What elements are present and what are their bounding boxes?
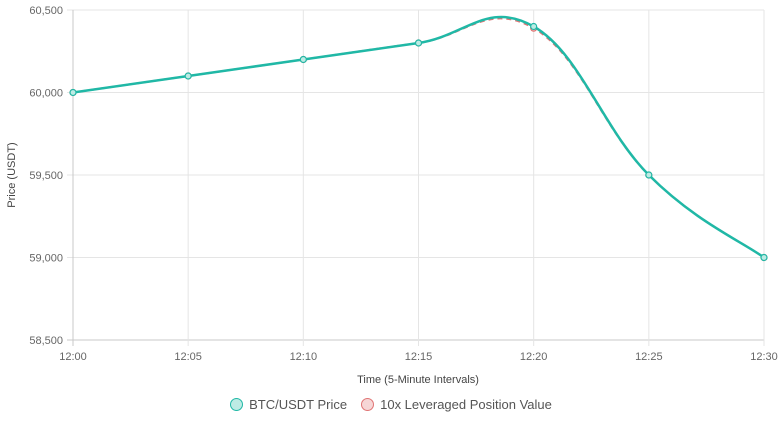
price-data-point: [760, 253, 768, 262]
legend-swatch-price: [230, 398, 244, 411]
legend-item-leveraged[interactable]: 10x Leveraged Position Value: [361, 397, 552, 412]
legend-item-price[interactable]: BTC/USDT Price: [230, 397, 347, 412]
grid-lines: [67, 9, 765, 346]
legend-swatch-leveraged: [361, 398, 375, 411]
price-data-point: [645, 171, 653, 179]
x-tick-label: 12:10: [290, 351, 318, 363]
price-data-point: [530, 22, 538, 31]
y-axis-title: Price (USDT): [6, 142, 18, 207]
y-tick-label: 58,500: [29, 335, 63, 347]
price-data-point: [69, 88, 77, 97]
y-tick-label: 59,000: [29, 253, 63, 265]
x-axis-title: Time (5-Minute Intervals): [357, 374, 479, 386]
x-tick-label: 12:00: [59, 351, 87, 363]
series-layer: [69, 15, 768, 262]
y-axis-ticks: 58,500 59,000 59,500 60,000 60,500: [29, 5, 63, 347]
price-data-point: [299, 55, 307, 64]
x-tick-label: 12:05: [174, 351, 202, 363]
x-tick-label: 12:20: [520, 351, 548, 363]
x-axis-ticks: 12:00 12:05 12:10 12:15 12:20 12:25 12:30: [59, 351, 778, 363]
x-tick-label: 12:30: [750, 351, 778, 363]
legend-label-leveraged: 10x Leveraged Position Value: [380, 397, 552, 412]
legend-label-price: BTC/USDT Price: [249, 397, 348, 412]
price-data-point: [184, 72, 192, 80]
y-tick-label: 60,000: [29, 88, 63, 100]
price-data-point: [414, 39, 423, 47]
chart-legend: BTC/USDT Price 10x Leveraged Position Va…: [0, 397, 782, 412]
x-tick-label: 12:15: [405, 351, 433, 363]
x-tick-label: 12:25: [635, 351, 663, 363]
y-tick-label: 60,500: [29, 5, 63, 17]
y-tick-label: 59,500: [29, 170, 63, 182]
